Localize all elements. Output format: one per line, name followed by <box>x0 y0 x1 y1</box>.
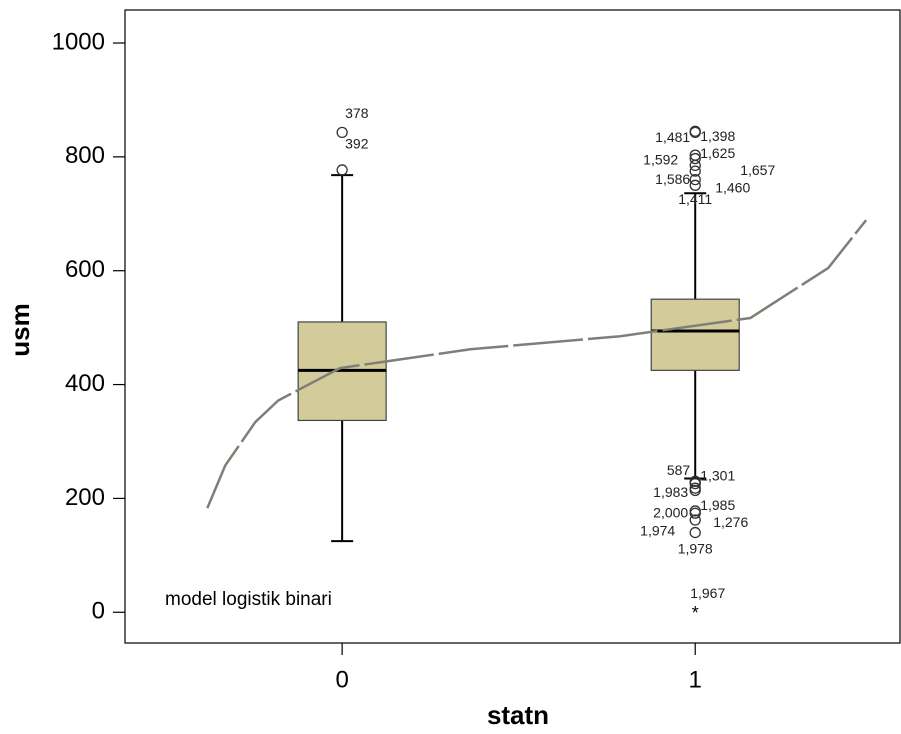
outlier-label: 1,586 <box>655 171 690 187</box>
outlier <box>689 484 701 497</box>
outlier-label: 1,460 <box>715 179 750 195</box>
outlier-label: 1,625 <box>700 145 735 161</box>
outlier <box>689 514 701 526</box>
outlier <box>689 159 701 172</box>
x-tick-label: 1 <box>689 666 702 693</box>
outlier <box>336 164 348 176</box>
outlier <box>336 126 348 139</box>
x-tick-label: 0 <box>335 666 348 693</box>
extreme: * <box>692 603 699 623</box>
extreme-label: 1,967 <box>690 585 725 601</box>
curve-label: model logistik binari <box>165 589 332 610</box>
outlier-label: 378 <box>345 105 369 121</box>
outlier-label: 1,398 <box>700 128 735 144</box>
outlier <box>689 165 701 177</box>
outlier <box>689 152 701 165</box>
outlier-label: 1,411 <box>678 191 712 207</box>
y-tick-label: 400 <box>65 370 105 397</box>
outlier-label: 1,481 <box>655 129 690 145</box>
outlier-label: 587 <box>667 462 691 478</box>
outlier <box>689 526 701 539</box>
outlier-label: 1,985 <box>700 497 735 513</box>
outlier-label: 1,983 <box>653 484 688 500</box>
outlier-label: 1,657 <box>740 162 775 178</box>
outlier-label: 1,974 <box>640 523 675 539</box>
outlier <box>689 507 701 519</box>
x-axis-title: statn <box>487 700 549 730</box>
outlier <box>689 173 701 186</box>
y-tick-label: 800 <box>65 142 105 169</box>
outlier-label: 1,276 <box>713 514 748 530</box>
outlier-label: 1,592 <box>643 151 678 167</box>
y-tick-label: 600 <box>65 256 105 283</box>
box <box>650 298 740 371</box>
y-tick-label: 1000 <box>52 28 105 55</box>
outlier <box>689 126 701 139</box>
curve-line <box>206 219 868 509</box>
outlier <box>689 179 701 191</box>
y-tick-label: 0 <box>92 598 105 625</box>
y-tick-label: 200 <box>65 484 105 511</box>
outlier-label: 2,000 <box>653 505 688 521</box>
outlier-label: 1,301 <box>700 467 735 483</box>
plot-frame <box>124 9 901 644</box>
y-axis-title: usm <box>5 303 35 356</box>
outlier-label: 392 <box>345 136 369 152</box>
outlier-label: 1,978 <box>678 540 713 556</box>
outlier <box>689 477 701 490</box>
